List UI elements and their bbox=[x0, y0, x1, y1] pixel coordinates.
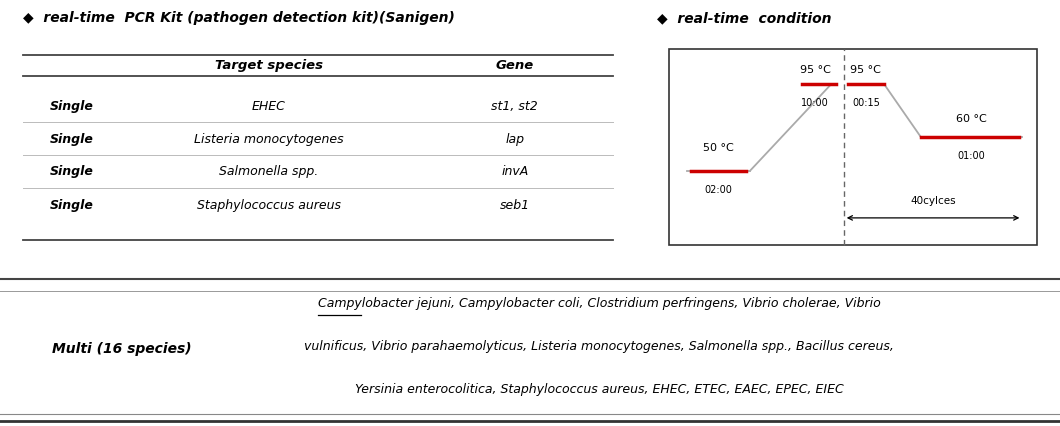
Bar bbox=[669, 49, 1037, 245]
Text: 40cylces: 40cylces bbox=[911, 196, 956, 206]
Text: Listeria monocytogenes: Listeria monocytogenes bbox=[194, 132, 343, 146]
Text: Multi (16 species): Multi (16 species) bbox=[52, 343, 192, 356]
Text: seb1: seb1 bbox=[499, 199, 530, 212]
Text: Yersinia enterocolitica, Staphylococcus aureus, EHEC, ETEC, EAEC, EPEC, EIEC: Yersinia enterocolitica, Staphylococcus … bbox=[354, 383, 844, 396]
Text: lap: lap bbox=[506, 132, 525, 146]
Text: invA: invA bbox=[501, 165, 528, 178]
Text: vulnificus, Vibrio parahaemolyticus, Listeria monocytogenes, Salmonella spp., Ba: vulnificus, Vibrio parahaemolyticus, Lis… bbox=[304, 340, 894, 353]
Text: ◆  real-time  PCR Kit (pathogen detection kit)(Sanigen): ◆ real-time PCR Kit (pathogen detection … bbox=[23, 11, 455, 25]
Text: 60 °C: 60 °C bbox=[956, 114, 987, 124]
Text: Single: Single bbox=[50, 100, 94, 113]
Text: EHEC: EHEC bbox=[252, 100, 286, 113]
Text: ◆  real-time  condition: ◆ real-time condition bbox=[656, 11, 831, 25]
Text: Staphylococcus aureus: Staphylococcus aureus bbox=[197, 199, 341, 212]
Text: Campylobacter jejuni, Campylobacter coli, Clostridium perfringens, Vibrio choler: Campylobacter jejuni, Campylobacter coli… bbox=[318, 297, 880, 310]
Text: 00:15: 00:15 bbox=[852, 98, 880, 108]
Text: Single: Single bbox=[50, 165, 94, 178]
Text: 50 °C: 50 °C bbox=[704, 143, 735, 153]
Text: 02:00: 02:00 bbox=[705, 184, 732, 195]
Text: Gene: Gene bbox=[496, 59, 534, 72]
Text: Target species: Target species bbox=[215, 59, 323, 72]
Text: Single: Single bbox=[50, 199, 94, 212]
Text: 01:00: 01:00 bbox=[958, 151, 986, 161]
Text: Single: Single bbox=[50, 132, 94, 146]
Text: 95 °C: 95 °C bbox=[850, 65, 881, 75]
Text: 95 °C: 95 °C bbox=[800, 65, 831, 75]
Text: Salmonella spp.: Salmonella spp. bbox=[219, 165, 318, 178]
Text: st1, st2: st1, st2 bbox=[492, 100, 538, 113]
Text: 10:00: 10:00 bbox=[801, 98, 829, 108]
